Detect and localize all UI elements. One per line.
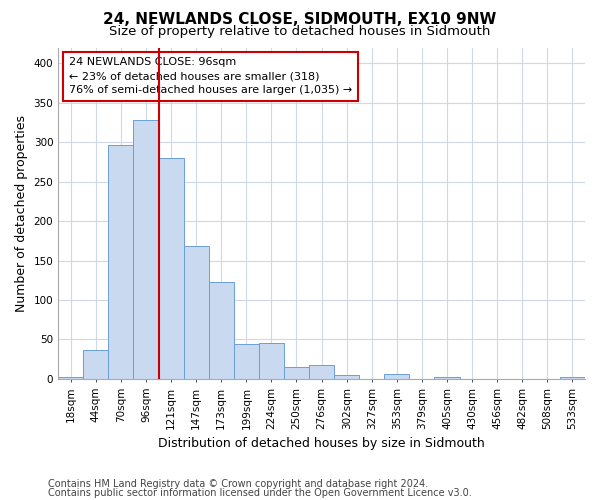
Bar [385, 374, 409, 379]
Bar [83, 350, 109, 379]
Bar [284, 367, 309, 379]
X-axis label: Distribution of detached houses by size in Sidmouth: Distribution of detached houses by size … [158, 437, 485, 450]
Bar [334, 375, 359, 379]
Bar [259, 342, 284, 379]
Bar [133, 120, 158, 379]
Bar [209, 282, 234, 379]
Bar [184, 246, 209, 379]
Text: Size of property relative to detached houses in Sidmouth: Size of property relative to detached ho… [109, 25, 491, 38]
Bar [560, 378, 585, 379]
Bar [109, 146, 133, 379]
Bar [309, 366, 334, 379]
Text: Contains HM Land Registry data © Crown copyright and database right 2024.: Contains HM Land Registry data © Crown c… [48, 479, 428, 489]
Bar [234, 344, 259, 379]
Y-axis label: Number of detached properties: Number of detached properties [15, 114, 28, 312]
Text: 24, NEWLANDS CLOSE, SIDMOUTH, EX10 9NW: 24, NEWLANDS CLOSE, SIDMOUTH, EX10 9NW [103, 12, 497, 28]
Text: 24 NEWLANDS CLOSE: 96sqm
← 23% of detached houses are smaller (318)
76% of semi-: 24 NEWLANDS CLOSE: 96sqm ← 23% of detach… [69, 58, 352, 96]
Text: Contains public sector information licensed under the Open Government Licence v3: Contains public sector information licen… [48, 488, 472, 498]
Bar [58, 376, 83, 379]
Bar [158, 158, 184, 379]
Bar [434, 378, 460, 379]
